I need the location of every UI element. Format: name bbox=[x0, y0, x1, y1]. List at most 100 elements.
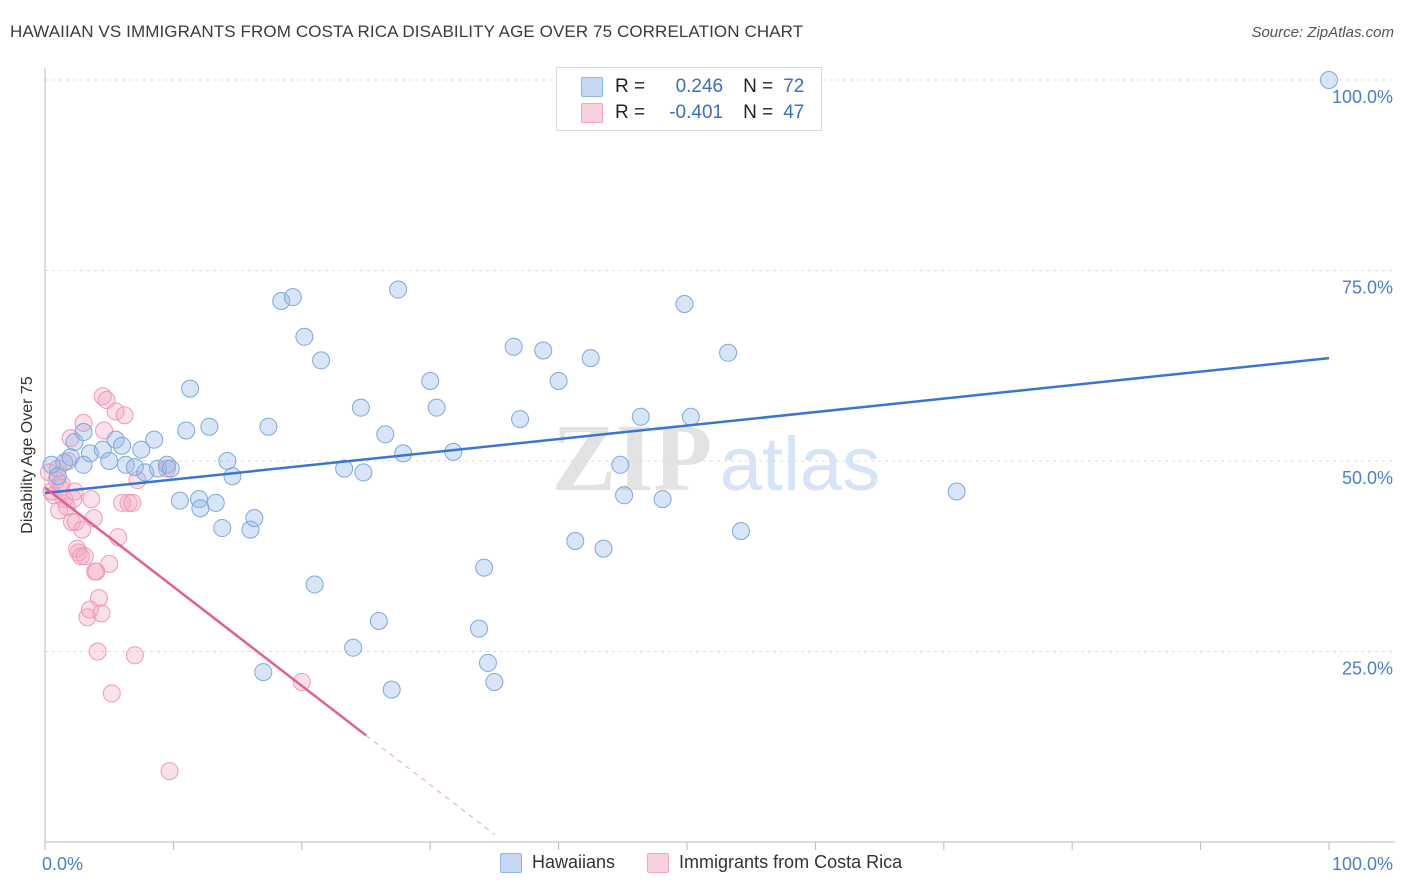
series-legend-hawaiians: Hawaiians bbox=[500, 852, 615, 873]
series-legend-label: Immigrants from Costa Rica bbox=[679, 852, 903, 872]
watermark-atlas: atlas bbox=[720, 422, 881, 507]
chart-title: HAWAIIAN VS IMMIGRANTS FROM COSTA RICA D… bbox=[10, 22, 804, 41]
costa-rica-trend-line bbox=[44, 486, 367, 737]
hawaiians-point bbox=[295, 327, 314, 346]
trend-lines bbox=[44, 356, 1330, 835]
hawaiians-point bbox=[305, 575, 324, 594]
y-tick-label: 50.0% bbox=[1342, 468, 1393, 488]
legend-n-value: 72 bbox=[783, 76, 805, 97]
hawaiians-point bbox=[369, 612, 388, 631]
hawaiians-point bbox=[382, 680, 401, 699]
legend-row-hawaiians: R = 0.246 N = 72 bbox=[581, 74, 804, 100]
legend-n-label: N = bbox=[743, 76, 774, 97]
hawaiians-point bbox=[594, 539, 613, 558]
costa-rica-point bbox=[160, 762, 179, 781]
hawaiians-point bbox=[534, 341, 553, 360]
hawaiians-point bbox=[132, 440, 151, 459]
hawaiians-point bbox=[190, 490, 209, 509]
hawaiians-point bbox=[223, 467, 242, 486]
y-tick-label: 75.0% bbox=[1342, 278, 1393, 298]
hawaiians-point bbox=[351, 398, 370, 417]
hawaiians-point bbox=[344, 638, 363, 657]
hawaiians-point bbox=[427, 398, 446, 417]
y-tick-label: 25.0% bbox=[1342, 659, 1393, 679]
hawaiians-point bbox=[259, 417, 278, 436]
costa-rica-point bbox=[73, 520, 92, 539]
hawaiians-point bbox=[511, 410, 530, 429]
costa-rica-point bbox=[125, 646, 144, 665]
hawaiians-point bbox=[675, 295, 694, 314]
costa-rica-trend-extension bbox=[365, 734, 495, 835]
legend-swatch-pink bbox=[581, 103, 603, 123]
hawaiians-point bbox=[394, 444, 413, 463]
hawaiians-points bbox=[42, 71, 1338, 699]
hawaiians-point bbox=[653, 490, 672, 509]
hawaiians-point bbox=[206, 493, 225, 512]
hawaiians-point bbox=[74, 455, 93, 474]
hawaiians-point bbox=[611, 455, 630, 474]
costa-rica-point bbox=[50, 501, 69, 520]
series-swatch-blue bbox=[500, 852, 522, 873]
hawaiians-point bbox=[581, 349, 600, 368]
hawaiians-point bbox=[478, 653, 497, 672]
legend-r-label: R = bbox=[615, 102, 646, 123]
costa-rica-point bbox=[74, 413, 93, 432]
costa-rica-point bbox=[115, 406, 134, 425]
costa-rica-point bbox=[106, 402, 125, 421]
hawaiians-point bbox=[312, 351, 331, 370]
hawaiians-point bbox=[469, 619, 488, 638]
hawaiians-point bbox=[504, 337, 523, 356]
hawaiians-point bbox=[475, 558, 494, 577]
hawaiians-point bbox=[218, 452, 237, 470]
costa-rica-point bbox=[66, 512, 85, 531]
hawaiians-point bbox=[125, 458, 144, 477]
hawaiians-point bbox=[100, 452, 119, 470]
hawaiians-point bbox=[272, 291, 291, 310]
correlation-legend: R = 0.246 N = 72 R = -0.401 N = 47 bbox=[556, 67, 822, 131]
series-legend-costa-rica: Immigrants from Costa Rica bbox=[647, 852, 902, 873]
hawaiians-point bbox=[335, 459, 354, 478]
hawaiians-point bbox=[566, 532, 585, 551]
tick-labels: 25.0% 50.0% 75.0% 100.0% 0.0% 100.0% bbox=[42, 87, 1393, 874]
hawaiians-point bbox=[113, 436, 132, 455]
costa-rica-point bbox=[75, 547, 94, 566]
costa-rica-point bbox=[123, 493, 142, 512]
hawaiians-point bbox=[93, 440, 112, 459]
hawaiians-point bbox=[245, 509, 264, 528]
costa-rica-point bbox=[92, 604, 111, 623]
hawaiians-point bbox=[731, 522, 750, 541]
hawaiians-point bbox=[1320, 71, 1338, 89]
legend-swatch-blue bbox=[581, 77, 603, 97]
hawaiians-point bbox=[200, 417, 219, 436]
legend-n-value: 47 bbox=[783, 102, 805, 123]
grid bbox=[45, 79, 1395, 652]
hawaiians-point bbox=[74, 423, 93, 442]
costa-rica-point bbox=[119, 493, 138, 512]
hawaiians-point bbox=[947, 482, 966, 501]
hawaiians-point bbox=[283, 288, 302, 307]
costa-rica-point bbox=[71, 547, 90, 566]
hawaiians-point bbox=[549, 371, 568, 390]
hawaiians-point bbox=[421, 371, 440, 390]
hawaiians-point bbox=[170, 491, 189, 510]
hawaiians-point bbox=[615, 486, 634, 505]
hawaiians-point bbox=[161, 459, 180, 478]
series-swatch-pink bbox=[647, 852, 670, 873]
hawaiians-point bbox=[254, 663, 273, 682]
y-axis-label: Disability Age Over 75 bbox=[19, 376, 36, 534]
hawaiians-point bbox=[719, 343, 738, 362]
x-tick-label: 0.0% bbox=[42, 854, 83, 874]
costa-rica-point bbox=[88, 642, 107, 661]
legend-n-label: N = bbox=[743, 102, 774, 123]
hawaiians-point bbox=[177, 421, 196, 440]
legend-row-costa-rica: R = -0.401 N = 47 bbox=[581, 100, 804, 126]
watermark: ZIP atlas bbox=[552, 404, 880, 511]
legend-r-label: R = bbox=[615, 76, 646, 97]
costa-rica-point bbox=[113, 493, 132, 512]
hawaiians-point bbox=[213, 519, 232, 538]
hawaiians-point bbox=[191, 499, 210, 518]
source-label: Source: ZipAtlas.com bbox=[1251, 24, 1394, 41]
hawaiians-point bbox=[376, 425, 395, 444]
costa-rica-point bbox=[62, 512, 81, 531]
